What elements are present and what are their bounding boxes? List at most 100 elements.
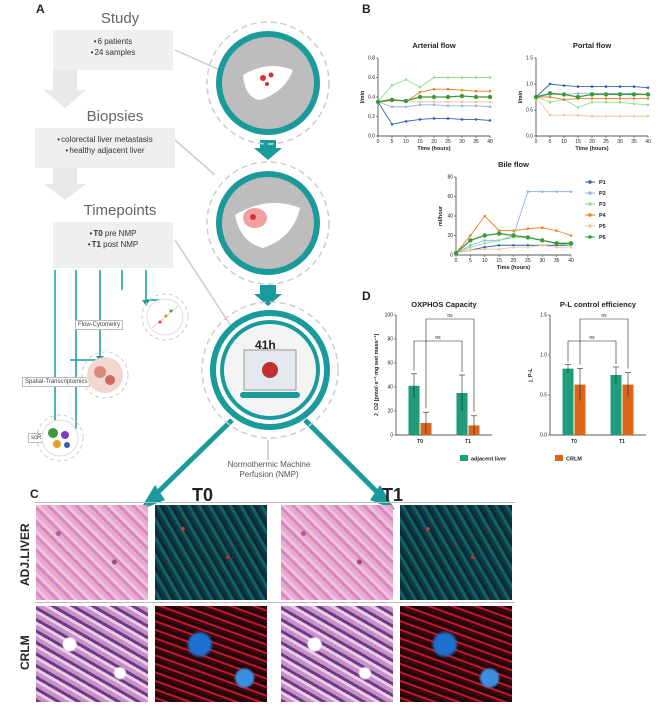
- data-point: [390, 105, 394, 109]
- x-tick-label: 40: [645, 139, 651, 145]
- bar: [610, 375, 622, 435]
- data-point: [568, 241, 574, 246]
- biopsies-title: Biopsies: [86, 108, 144, 125]
- y-tick-label: 1.5: [540, 313, 547, 319]
- data-point: [540, 190, 544, 193]
- y-axis-label: j_P-L: [528, 368, 534, 383]
- y-axis-label: ml/hour: [438, 205, 444, 226]
- data-point: [562, 98, 566, 101]
- x-tick-label: 25: [445, 139, 451, 145]
- data-point: [604, 85, 608, 88]
- y-axis-label: l/min: [518, 90, 524, 103]
- x-tick-label: 0: [455, 258, 458, 264]
- data-point: [469, 243, 472, 247]
- data-point: [446, 100, 450, 104]
- y-tick-label: 40: [447, 214, 453, 220]
- panel-d-charts: OXPHOS Capacity 0 20 40 60 80 100 J_O2 [pmol·s⁻…: [373, 300, 646, 463]
- study-item: 6 patients: [53, 36, 173, 47]
- data-point: [474, 100, 478, 104]
- biopsy-liver-icon: [206, 161, 330, 285]
- data-point: [548, 82, 552, 86]
- data-point: [575, 94, 581, 100]
- x-tick-label: 5: [391, 139, 394, 145]
- divider: [35, 502, 515, 503]
- legend-marker: [588, 213, 592, 217]
- data-point: [533, 94, 539, 100]
- y-tick-label: 60: [387, 361, 393, 367]
- data-point: [487, 94, 493, 100]
- data-point: [469, 234, 472, 237]
- data-point: [526, 243, 530, 247]
- data-point: [483, 247, 487, 251]
- fluorescence-crlm-t1: [400, 606, 512, 702]
- data-point: [512, 229, 515, 232]
- x-tick-label: 25: [525, 258, 531, 264]
- data-point: [547, 91, 553, 96]
- legend-swatch: [460, 455, 468, 461]
- method-flow-cytometry: Flow-Cytometry: [75, 320, 124, 330]
- data-point: [432, 87, 436, 91]
- he-stain-crlm-t0: [36, 606, 148, 702]
- data-point: [404, 120, 408, 123]
- data-point: [618, 97, 622, 100]
- significance-bracket: [579, 318, 629, 369]
- panel-b-charts: Arterial flow 0 5 10 15 20 25 30 35 40 0.0 0.2 0.4 0.…: [360, 41, 651, 271]
- fluorescence-crlm-t0: [155, 606, 267, 702]
- data-point: [446, 87, 450, 91]
- x-tick-label: 35: [473, 139, 479, 145]
- data-point: [390, 123, 394, 126]
- data-point: [632, 102, 636, 106]
- category-label: T1: [619, 439, 625, 445]
- y-tick-label: 0.0: [526, 134, 533, 140]
- data-point: [540, 238, 545, 243]
- x-tick-label: 20: [431, 139, 437, 145]
- x-tick-label: 15: [575, 139, 581, 145]
- legend-marker: [588, 235, 592, 239]
- data-point: [632, 114, 636, 118]
- data-point: [460, 100, 464, 104]
- significance-bracket: [567, 340, 617, 364]
- data-point: [562, 84, 566, 87]
- biopsies-box: colorectal liver metastasis healthy adja…: [35, 128, 175, 168]
- y-tick-label: 0.6: [368, 75, 375, 81]
- legend-label: P5: [599, 224, 606, 230]
- data-point: [631, 92, 637, 97]
- data-point: [603, 92, 609, 97]
- nmp-duration: 41h: [255, 338, 276, 352]
- legend-label: adjacent liver: [471, 457, 507, 463]
- nmp-caption: Normothermic Machine Perfusion (NMP): [227, 460, 311, 479]
- y-tick-label: 1.0: [540, 353, 547, 359]
- data-point: [555, 229, 558, 232]
- data-point: [469, 245, 472, 249]
- timepoints-title: Timepoints: [83, 202, 157, 219]
- study-title: Study: [100, 10, 140, 27]
- legend-marker: [588, 180, 592, 184]
- data-point: [554, 241, 559, 246]
- data-point: [418, 85, 422, 89]
- legend-label: CRLM: [566, 457, 582, 463]
- data-point: [432, 76, 436, 79]
- x-tick-label: 10: [403, 139, 409, 145]
- data-point: [390, 84, 394, 87]
- data-point: [645, 92, 651, 97]
- y-tick-label: 0.2: [368, 114, 375, 120]
- fluorescence-adj-liver-t1: [400, 505, 512, 600]
- data-point: [604, 100, 608, 104]
- panel-label-c: C: [30, 487, 39, 501]
- data-point: [431, 94, 437, 100]
- x-tick-label: 5: [469, 258, 472, 264]
- y-tick-label: 1.0: [526, 82, 533, 88]
- legend-swatch: [555, 455, 563, 461]
- y-tick-label: 0.8: [368, 56, 375, 62]
- x-tick-label: 20: [589, 139, 595, 145]
- he-stain-adj-liver-t1: [281, 505, 393, 600]
- data-point: [483, 245, 487, 249]
- data-point: [375, 99, 381, 105]
- x-tick-label: 30: [617, 139, 623, 145]
- bar: [408, 385, 420, 435]
- legend-label: P4: [599, 213, 607, 219]
- data-point: [460, 76, 464, 79]
- data-point: [632, 97, 636, 100]
- panel-label-b: B: [362, 2, 371, 16]
- data-point: [488, 76, 492, 79]
